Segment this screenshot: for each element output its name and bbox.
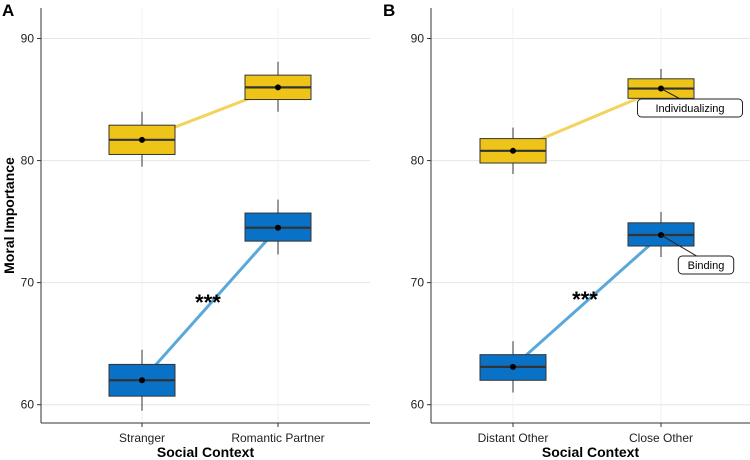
plot-area-A bbox=[41, 8, 370, 423]
y-tick-label: 80 bbox=[411, 154, 425, 168]
y-tick-label: 90 bbox=[21, 32, 35, 46]
callout-label: Individualizing bbox=[655, 103, 724, 115]
x-tick-label: Close Other bbox=[629, 431, 693, 445]
mean-point bbox=[510, 363, 516, 370]
mean-point bbox=[510, 147, 516, 154]
y-axis-title: Moral Importance bbox=[1, 157, 17, 274]
y-tick-label: 70 bbox=[411, 276, 425, 290]
x-axis-title: Social Context bbox=[157, 444, 255, 460]
series-line-binding bbox=[512, 233, 662, 368]
significance-marker: *** bbox=[195, 290, 221, 315]
mean-point bbox=[275, 224, 281, 231]
x-tick-label: Romantic Partner bbox=[231, 431, 324, 445]
y-tick-label: 60 bbox=[21, 398, 35, 412]
panel-label: A bbox=[2, 1, 14, 20]
x-axis-title: Social Context bbox=[542, 444, 640, 460]
callout-box bbox=[637, 98, 743, 118]
mean-point bbox=[275, 84, 281, 91]
y-tick-label: 90 bbox=[411, 32, 425, 46]
mean-point bbox=[139, 377, 145, 384]
x-tick-label: Stranger bbox=[119, 431, 165, 445]
y-tick-label: 80 bbox=[21, 154, 35, 168]
y-tick-label: 60 bbox=[411, 398, 425, 412]
series-line-binding bbox=[140, 226, 280, 382]
callout-label: Binding bbox=[688, 260, 725, 272]
mean-point bbox=[139, 136, 145, 143]
callout-leader bbox=[660, 234, 701, 259]
panel-label: B bbox=[383, 1, 395, 20]
x-tick-label: Distant Other bbox=[478, 431, 549, 445]
y-tick-label: 70 bbox=[21, 276, 35, 290]
plot-area-B bbox=[431, 8, 750, 423]
significance-marker: *** bbox=[572, 287, 598, 312]
callout-box bbox=[677, 255, 735, 275]
